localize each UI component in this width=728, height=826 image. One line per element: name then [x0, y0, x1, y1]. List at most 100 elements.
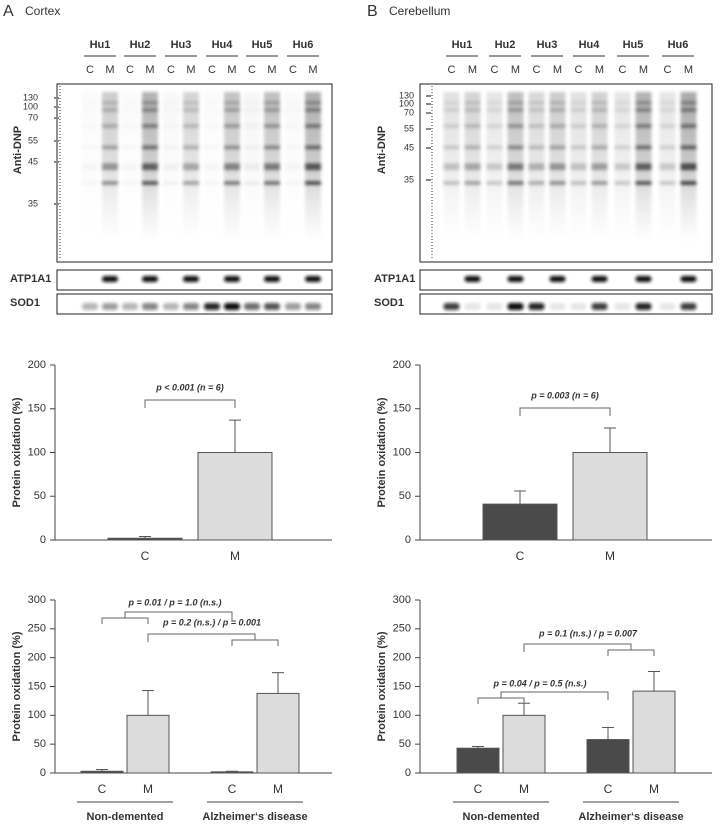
annotation: p = 0.01 / p = 1.0 (n.s.): [127, 597, 221, 607]
band: [570, 163, 587, 171]
band: [264, 163, 280, 171]
band: [680, 145, 697, 150]
bar: [80, 770, 124, 774]
band: [102, 163, 118, 171]
band: [224, 163, 240, 171]
bar: [632, 690, 676, 774]
band: [528, 108, 545, 113]
band: [183, 163, 199, 171]
band: [659, 145, 676, 150]
band: [528, 163, 545, 171]
lane-signal: [264, 92, 280, 242]
band: [549, 181, 566, 185]
band: [285, 124, 301, 128]
strip-band: [183, 276, 199, 282]
significance-bracket: [477, 691, 609, 704]
y-tick-label: 200: [28, 652, 46, 664]
x-tick-label: M: [649, 782, 659, 796]
annotation: p = 0.04 / p = 0.5 (n.s.): [492, 678, 586, 688]
band: [163, 163, 179, 171]
band: [183, 124, 199, 129]
band: [122, 108, 138, 112]
panel-letter: B: [367, 3, 378, 20]
band: [635, 163, 652, 171]
lane-signal: [285, 92, 301, 242]
strip-band: [635, 276, 652, 282]
band: [591, 163, 608, 171]
band: [264, 108, 280, 113]
strip-band: [507, 276, 524, 282]
band: [204, 101, 220, 105]
band: [82, 163, 98, 170]
band: [244, 124, 260, 129]
band: [285, 181, 301, 185]
band: [614, 181, 631, 185]
y-axis-label: Protein oxidation (%): [376, 397, 388, 507]
bar: [586, 739, 630, 774]
strip-band: [570, 303, 587, 310]
x-tick-label: M: [605, 549, 615, 563]
marker-band: [54, 140, 59, 142]
lane-signal: [443, 92, 460, 242]
lane-signal: [204, 92, 220, 242]
band: [204, 124, 220, 128]
band: [528, 145, 545, 150]
band: [82, 145, 98, 149]
marker-band: [426, 112, 431, 114]
marker-label: 130: [23, 92, 38, 102]
significance-bracket: [147, 633, 279, 646]
condition-label: M: [308, 64, 317, 76]
band: [680, 124, 697, 129]
marker-label: 55: [404, 123, 414, 133]
band: [659, 163, 676, 171]
band: [614, 100, 631, 105]
strip-label: SOD1: [10, 297, 40, 309]
bar: [126, 714, 170, 774]
condition-label: C: [248, 64, 256, 76]
x-tick-label: C: [604, 782, 613, 796]
band: [507, 124, 524, 129]
band: [635, 145, 652, 150]
strip-band: [549, 303, 566, 310]
band: [305, 181, 321, 185]
lane-header: Hu2: [130, 39, 151, 51]
region-label: Cerebellum: [389, 4, 450, 18]
bar: [456, 747, 500, 774]
y-axis-label: Protein oxidation (%): [11, 397, 23, 507]
annotation: p = 0.003 (n = 6): [530, 390, 599, 400]
condition-label: C: [491, 64, 499, 76]
x-tick-label: C: [228, 782, 237, 796]
condition-label: M: [227, 64, 236, 76]
band: [183, 100, 199, 105]
condition-label: C: [664, 64, 672, 76]
condition-label: C: [208, 64, 216, 76]
band: [486, 181, 503, 185]
band: [528, 181, 545, 185]
strip-band: [680, 303, 697, 310]
y-tick-label: 250: [393, 623, 411, 635]
y-tick-label: 0: [40, 767, 46, 779]
band: [486, 145, 503, 150]
band: [204, 163, 220, 170]
band: [486, 163, 503, 171]
marker-band: [426, 179, 431, 181]
x-tick-label: M: [230, 549, 240, 563]
lane-header: Hu6: [668, 39, 689, 51]
band: [528, 124, 545, 129]
x-tick-label: M: [143, 782, 153, 796]
marker-label: 100: [399, 98, 414, 108]
condition-label: C: [167, 64, 175, 76]
condition-label: M: [186, 64, 195, 76]
marker-band: [54, 161, 59, 163]
band: [102, 100, 118, 105]
band: [549, 108, 566, 113]
band: [285, 101, 301, 105]
condition-label: C: [448, 64, 456, 76]
lane-signal: [224, 92, 240, 242]
group-label: Alzheimer‘s disease: [578, 811, 683, 823]
blot-y-label: Anti-DNP: [12, 126, 24, 174]
band: [163, 108, 179, 112]
strip-band: [163, 303, 179, 310]
y-tick-label: 0: [40, 534, 46, 546]
lane-header: Hu3: [171, 39, 192, 51]
